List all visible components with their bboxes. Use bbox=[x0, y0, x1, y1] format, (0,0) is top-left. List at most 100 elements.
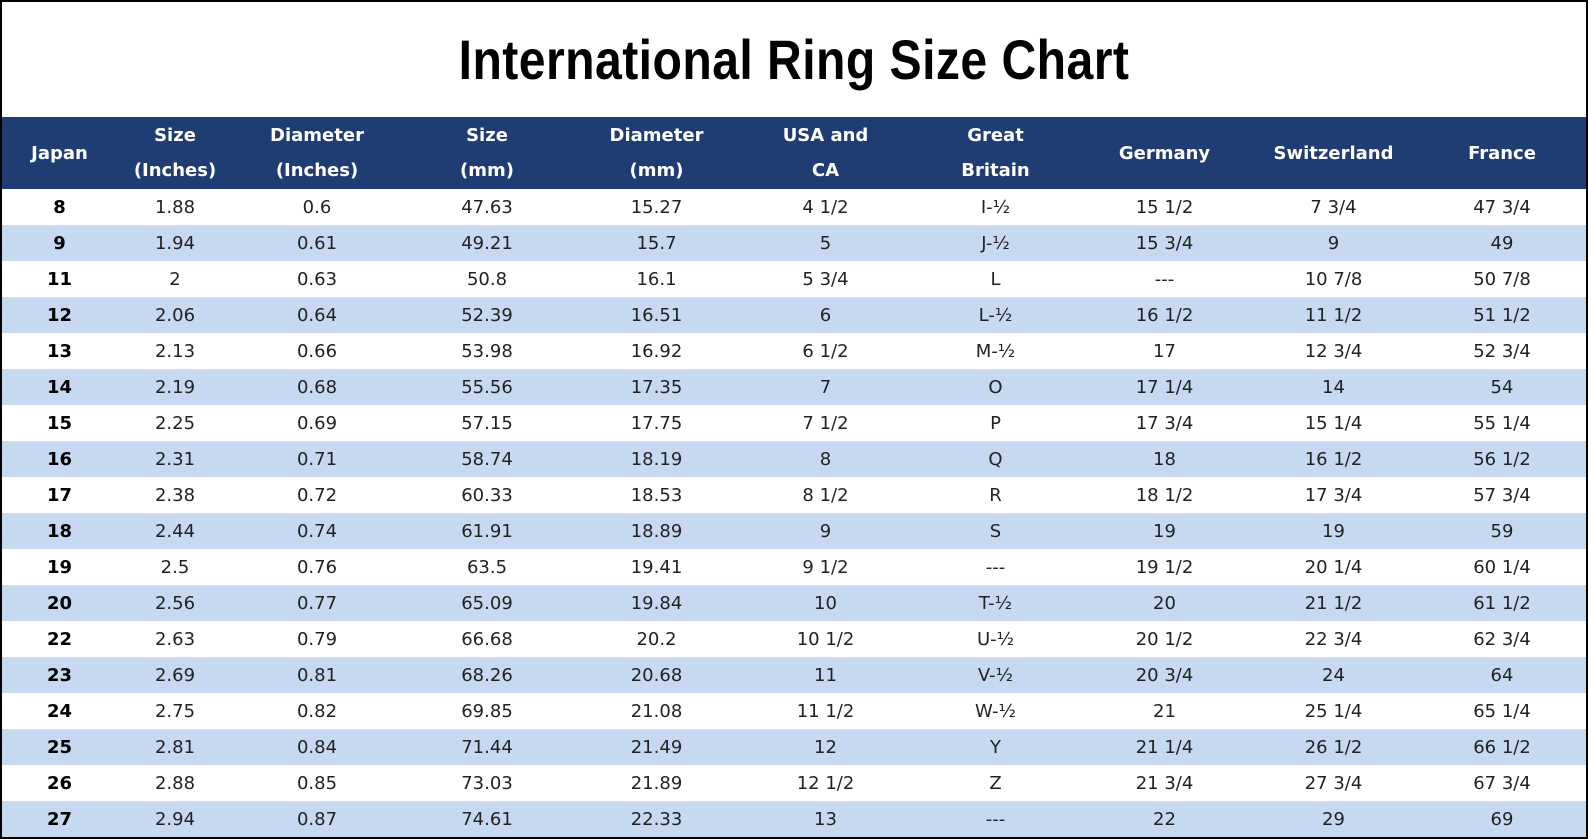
table-cell: 20.2 bbox=[636, 628, 677, 650]
table-cell: 0.79 bbox=[296, 628, 338, 650]
header-text: (Inches) bbox=[275, 160, 359, 181]
table-cell: 0.76 bbox=[296, 556, 338, 578]
table-cell: 15 bbox=[46, 412, 73, 434]
header-text: Great bbox=[967, 125, 1024, 146]
table-cell: 18 1/2 bbox=[1135, 484, 1194, 506]
table-cell: 21.89 bbox=[630, 772, 683, 794]
table-cell: 0.81 bbox=[296, 664, 338, 686]
table-cell: 19 bbox=[1322, 520, 1345, 542]
table-cell: 64 bbox=[1490, 664, 1514, 686]
table-row: 12 2.06 0.64 52.39 16.51 6 L-½ 16 1/2 11 1/2 51 1… bbox=[2, 297, 1586, 333]
header-text: (mm) bbox=[460, 160, 514, 181]
table-cell: S bbox=[989, 520, 1002, 542]
header-cell: Diameter (Inches) bbox=[233, 117, 401, 189]
table-cell: 0.61 bbox=[296, 232, 338, 254]
table-cell: T-½ bbox=[978, 592, 1013, 614]
table-cell: 50 7/8 bbox=[1473, 268, 1531, 290]
table-row: 23 2.69 0.81 68.26 20.68 11 V-½ 20 3/4 24 64 bbox=[2, 657, 1586, 693]
table-cell: 18.53 bbox=[630, 484, 683, 506]
header-cell: Switzerland bbox=[1249, 117, 1418, 189]
table-cell: 0.6 bbox=[302, 196, 332, 218]
table-cell: 65 1/4 bbox=[1473, 700, 1531, 722]
table-cell: 2.19 bbox=[154, 376, 196, 398]
table-cell: 17 3/4 bbox=[1304, 484, 1363, 506]
table-cell: V-½ bbox=[977, 664, 1014, 686]
table-cell: 74.61 bbox=[461, 808, 513, 830]
table-cell: 8 bbox=[53, 196, 66, 218]
table-cell: 12 bbox=[46, 304, 73, 326]
table-cell: 66 1/2 bbox=[1473, 736, 1531, 758]
header-row: Japan Size (Inches) Diameter (Inches) Size (mm… bbox=[2, 117, 1586, 189]
table-cell: 69.85 bbox=[461, 700, 513, 722]
table-cell: 2.5 bbox=[160, 556, 190, 578]
table-cell: 15.27 bbox=[630, 196, 683, 218]
table-cell: 57.15 bbox=[461, 412, 513, 434]
table-row: 8 1.88 0.6 47.63 15.27 4 1/2 I-½ 15 1/2 7 3/4 47 … bbox=[2, 189, 1586, 225]
table-cell: 73.03 bbox=[461, 772, 513, 794]
table-cell: 17 bbox=[1153, 340, 1176, 362]
table-cell: 2 bbox=[169, 268, 181, 290]
table-cell: 13 bbox=[46, 340, 73, 362]
table-cell: 21.08 bbox=[630, 700, 683, 722]
table-body: 8 1.88 0.6 47.63 15.27 4 1/2 I-½ 15 1/2 7 3/4 47 … bbox=[2, 189, 1586, 837]
table-cell: 57 3/4 bbox=[1473, 484, 1531, 506]
table-cell: 2.31 bbox=[154, 448, 196, 470]
table-cell: R bbox=[989, 484, 1002, 506]
table-cell: 2.06 bbox=[154, 304, 196, 326]
table-cell: Q bbox=[988, 448, 1003, 470]
table-cell: 47.63 bbox=[461, 196, 513, 218]
table-cell: 20 1/2 bbox=[1135, 628, 1194, 650]
table-cell: 8 1/2 bbox=[802, 484, 849, 506]
table-cell: 0.68 bbox=[296, 376, 338, 398]
table-cell: 58.74 bbox=[461, 448, 513, 470]
table-cell: 52 3/4 bbox=[1473, 340, 1531, 362]
table-cell: 0.64 bbox=[296, 304, 338, 326]
table-cell: 55.56 bbox=[461, 376, 513, 398]
table-cell: 7 3/4 bbox=[1310, 196, 1357, 218]
table-cell: 63.5 bbox=[466, 556, 508, 578]
table-cell: 59 bbox=[1490, 520, 1514, 542]
table-cell: 10 7/8 bbox=[1304, 268, 1363, 290]
table-cell: 51 1/2 bbox=[1473, 304, 1531, 326]
table-cell: Y bbox=[990, 736, 1001, 758]
table-cell: 8 bbox=[819, 448, 832, 470]
table-row: 11 2 0.63 50.8 16.1 5 3/4 L --- 10 7/8 50 7/8 bbox=[2, 261, 1586, 297]
table-cell: 2.94 bbox=[154, 808, 196, 830]
table-cell: 17 3/4 bbox=[1135, 412, 1194, 434]
table-row: 24 2.75 0.82 69.85 21.08 11 1/2 W-½ 21 25 1/4 65 … bbox=[2, 693, 1586, 729]
table-cell: 16 1/2 bbox=[1135, 304, 1194, 326]
header-text: Diameter bbox=[609, 125, 704, 146]
table-cell: 11 bbox=[814, 664, 837, 686]
table-cell: 2.25 bbox=[154, 412, 196, 434]
table-cell: 15 3/4 bbox=[1135, 232, 1194, 254]
header-text: Size bbox=[154, 125, 196, 146]
table-cell: 16.92 bbox=[630, 340, 683, 362]
table-cell: M-½ bbox=[975, 340, 1016, 362]
header-cell: Size (mm) bbox=[401, 117, 573, 189]
table-cell: 26 1/2 bbox=[1304, 736, 1363, 758]
table-cell: 18 bbox=[1153, 448, 1176, 470]
table-row: 26 2.88 0.85 73.03 21.89 12 1/2 Z 21 3/4 27 3/4 6… bbox=[2, 765, 1586, 801]
header-text: Japan bbox=[31, 142, 88, 164]
table-cell: 17.75 bbox=[630, 412, 683, 434]
table-row: 25 2.81 0.84 71.44 21.49 12 Y 21 1/4 26 1/2 66 1/… bbox=[2, 729, 1586, 765]
table-cell: 0.71 bbox=[296, 448, 338, 470]
table-cell: 4 1/2 bbox=[802, 196, 849, 218]
table-cell: 55 1/4 bbox=[1473, 412, 1531, 434]
table-cell: 7 1/2 bbox=[802, 412, 849, 434]
table-cell: 13 bbox=[814, 808, 837, 830]
table-cell: 20 bbox=[46, 592, 73, 614]
table-cell: P bbox=[990, 412, 1001, 434]
table-cell: 16.51 bbox=[630, 304, 683, 326]
title: International Ring Size Chart bbox=[458, 28, 1130, 91]
table-cell: 27 bbox=[46, 808, 73, 830]
table-cell: 19 bbox=[1153, 520, 1176, 542]
table-cell: W-½ bbox=[974, 700, 1016, 722]
table-cell: 61.91 bbox=[461, 520, 513, 542]
header-cell: Japan bbox=[2, 117, 117, 189]
table-cell: 2.44 bbox=[154, 520, 196, 542]
table-cell: 15.7 bbox=[636, 232, 677, 254]
table-cell: 21 bbox=[1153, 700, 1176, 722]
table-cell: 22 3/4 bbox=[1304, 628, 1363, 650]
table-cell: 0.77 bbox=[296, 592, 338, 614]
